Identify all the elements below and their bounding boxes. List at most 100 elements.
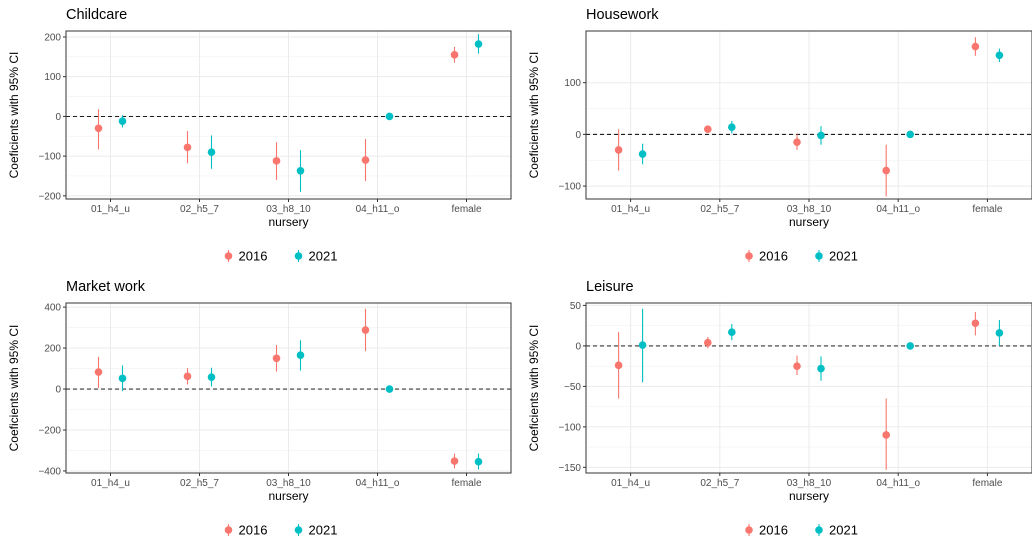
- legend: 2016 2021: [224, 523, 338, 538]
- y-tick-label: 400: [44, 303, 61, 314]
- y-tick-label: 200: [44, 344, 61, 355]
- y-tick-label: 0: [575, 341, 581, 352]
- y-tick-label: −200: [38, 191, 61, 202]
- point-2016-02_h5_7: [704, 125, 712, 134]
- x-tick-label: 04_h11_o: [356, 478, 400, 489]
- point-2016-female: [971, 319, 980, 328]
- x-axis-label: nursery: [268, 215, 308, 229]
- point-2016-02_h5_7: [183, 372, 192, 381]
- x-tick-label: 01_h4_u: [91, 478, 130, 489]
- y-tick-label: 200: [44, 32, 61, 43]
- x-tick-label: 03_h8_10: [266, 204, 311, 215]
- y-tick-label: 100: [564, 78, 581, 89]
- point-2016-02_h5_7: [183, 143, 192, 152]
- legend-key-point-2021: [294, 526, 303, 534]
- legend-key-point-2021: [294, 252, 303, 260]
- point-2021-04_h11_o: [385, 112, 394, 121]
- point-2021-02_h5_7: [207, 148, 216, 156]
- chart-housework: 100 0 −100 01_h4_u 02_h5_7 03_h8_10 04_h11_o fe…: [527, 7, 1032, 264]
- x-tick-label: 02_h5_7: [180, 478, 219, 489]
- x-tick-label: 01_h4_u: [611, 204, 650, 215]
- x-tick-label: 04_h11_o: [876, 478, 920, 489]
- x-tick-label: female: [451, 204, 481, 215]
- point-2016-03_h8_10: [272, 354, 281, 363]
- point-2016-01_h4_u: [614, 361, 623, 370]
- point-2021-02_h5_7: [207, 373, 216, 381]
- x-tick-label: female: [451, 478, 481, 489]
- point-2021-female: [995, 51, 1004, 60]
- point-2021-female: [474, 457, 483, 466]
- point-2021-01_h4_u: [638, 341, 647, 349]
- point-2016-female: [450, 51, 459, 59]
- x-tick-label: 01_h4_u: [91, 204, 130, 215]
- legend-label-2016: 2016: [759, 249, 788, 264]
- point-2021-03_h8_10: [296, 167, 305, 175]
- y-tick-label: −400: [38, 466, 61, 477]
- legend-key-point-2016: [224, 252, 233, 260]
- point-2021-01_h4_u: [118, 117, 127, 125]
- point-2021-female: [474, 40, 483, 48]
- legend-key-point-2016: [745, 252, 753, 260]
- legend-key-point-2021: [815, 526, 823, 534]
- chart-title: Childcare: [66, 7, 127, 23]
- point-2021-04_h11_o: [385, 385, 394, 393]
- legend-label-2021: 2021: [829, 523, 858, 538]
- y-tick-label: 0: [55, 112, 61, 123]
- y-tick-label: 100: [44, 72, 61, 83]
- x-tick-label: 02_h5_7: [700, 478, 739, 489]
- y-tick-label: 0: [575, 130, 581, 141]
- point-2021-03_h8_10: [817, 131, 825, 140]
- x-tick-label: 02_h5_7: [700, 204, 739, 215]
- chart-title: Leisure: [586, 279, 634, 295]
- point-2021-02_h5_7: [728, 123, 736, 131]
- x-tick-label: female: [972, 478, 1002, 489]
- chart-market-work: 400 200 0 −200 −400 01_h4_u 02_h5_7 03_h8_10 04_…: [7, 279, 512, 538]
- y-axis-label: Coeficients with 95% CI: [527, 325, 541, 452]
- x-tick-label: 03_h8_10: [787, 478, 832, 489]
- legend-label-2016: 2016: [239, 249, 268, 264]
- point-2021-01_h4_u: [118, 374, 127, 383]
- y-axis-label: Coeficients with 95% CI: [527, 52, 541, 179]
- point-2021-04_h11_o: [906, 130, 914, 139]
- point-2016-female: [971, 42, 980, 51]
- point-2021-04_h11_o: [906, 342, 914, 350]
- chart-childcare: 200 100 0 −100 −200 01_h4_u 02_h5_7 03_h8_10 04_…: [7, 7, 512, 264]
- y-tick-label: −100: [558, 182, 581, 193]
- chart-title: Market work: [66, 279, 146, 295]
- legend-label-2021: 2021: [309, 523, 338, 538]
- point-2016-01_h4_u: [94, 124, 103, 133]
- legend: 2016 2021: [745, 249, 858, 264]
- y-tick-label: −100: [558, 422, 581, 433]
- point-2016-04_h11_o: [882, 431, 890, 439]
- legend: 2016 2021: [224, 249, 338, 264]
- chart-leisure: 50 0 −50 −100 −150 01_h4_u 02_h5_7 03_h8_10 04_h…: [527, 279, 1032, 538]
- x-tick-label: 04_h11_o: [876, 204, 920, 215]
- x-tick-label: 01_h4_u: [611, 478, 650, 489]
- chart-title: Housework: [586, 7, 659, 23]
- x-tick-label: female: [972, 204, 1002, 215]
- y-axis-label: Coeficients with 95% CI: [7, 325, 21, 452]
- x-tick-label: 04_h11_o: [356, 204, 400, 215]
- legend-key-point-2016: [745, 526, 753, 534]
- y-axis-label: Coeficients with 95% CI: [7, 52, 21, 179]
- point-2016-female: [450, 457, 459, 465]
- legend-label-2016: 2016: [239, 523, 268, 538]
- point-2021-02_h5_7: [728, 328, 736, 336]
- point-2016-04_h11_o: [361, 326, 370, 334]
- x-axis-label: nursery: [789, 215, 829, 229]
- point-2016-01_h4_u: [94, 368, 103, 376]
- point-2016-04_h11_o: [361, 156, 370, 164]
- point-2021-01_h4_u: [638, 150, 647, 158]
- y-tick-label: −200: [38, 425, 61, 436]
- x-axis-label: nursery: [789, 489, 829, 503]
- legend: 2016 2021: [745, 523, 858, 538]
- point-2021-03_h8_10: [817, 364, 825, 373]
- y-tick-label: 0: [55, 385, 61, 396]
- legend-label-2021: 2021: [309, 249, 338, 264]
- legend-key-point-2016: [224, 526, 233, 534]
- point-2021-female: [995, 329, 1004, 337]
- point-2016-03_h8_10: [793, 138, 801, 146]
- point-2016-01_h4_u: [614, 146, 623, 154]
- y-tick-label: 50: [570, 301, 582, 312]
